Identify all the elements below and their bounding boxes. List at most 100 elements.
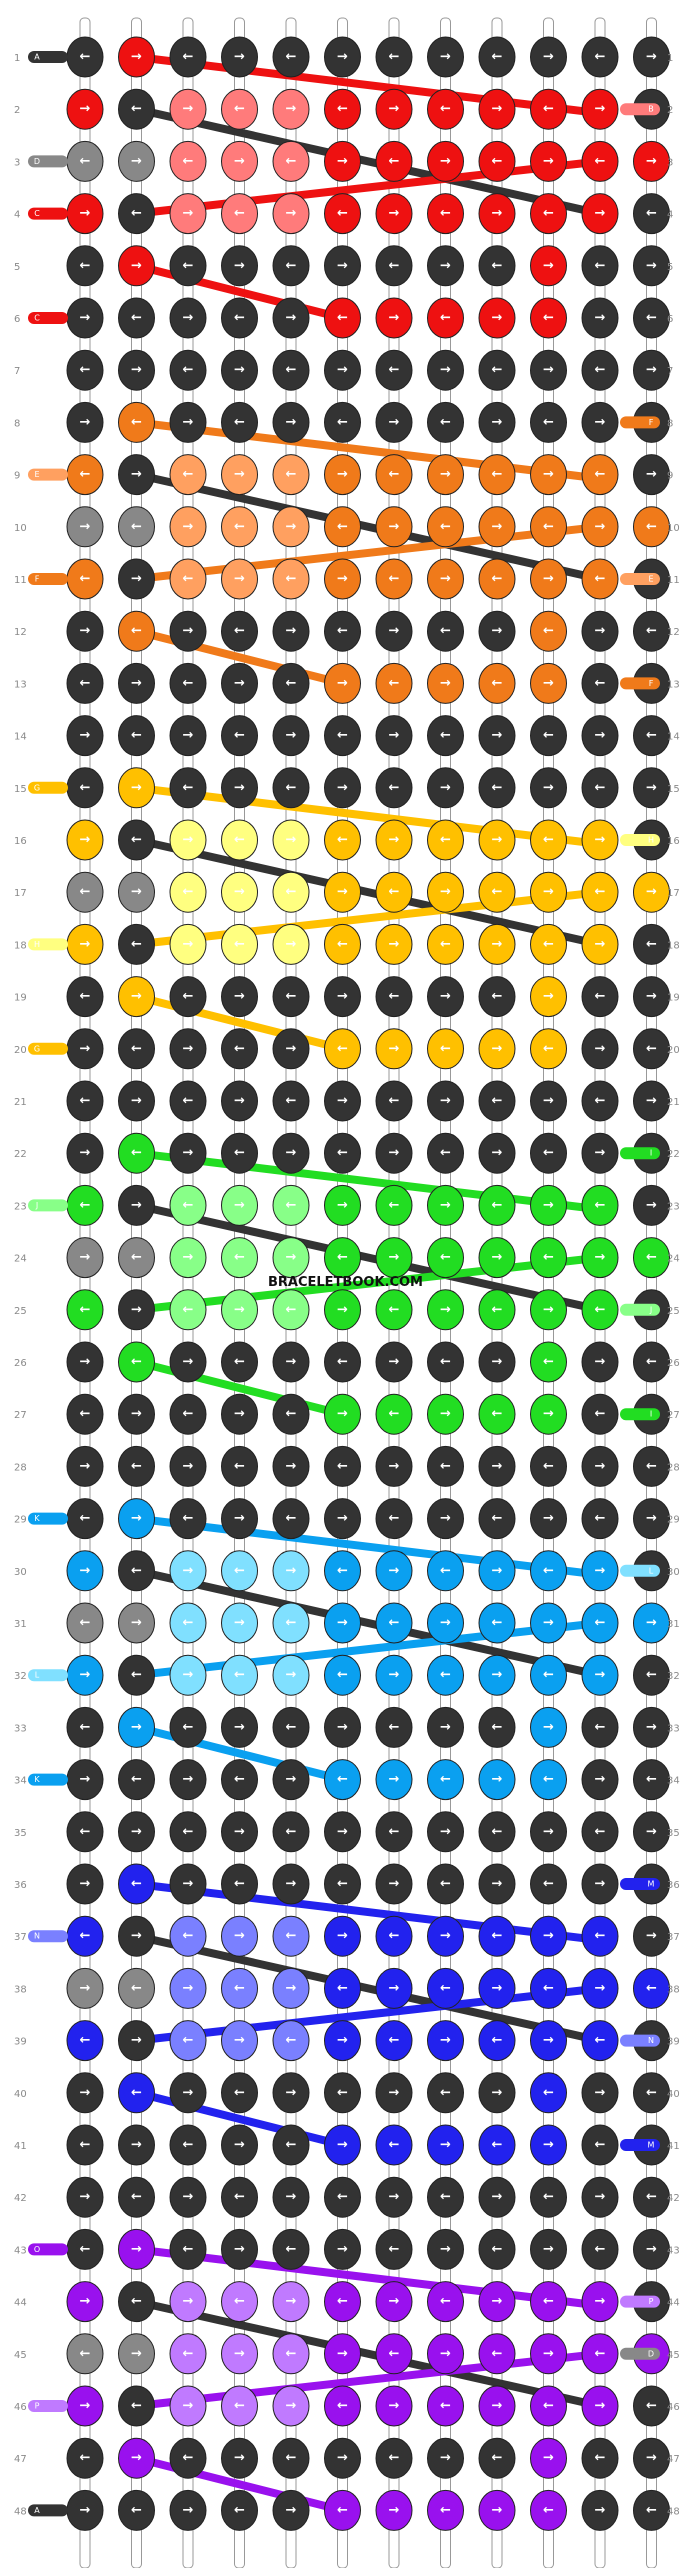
knot-body: [169, 454, 207, 496]
knot-body: [375, 819, 413, 861]
knot-arrow-icon: ←: [183, 154, 194, 169]
knot-arrow-icon: ←: [646, 1668, 657, 1683]
knot-arrow-icon: ←: [234, 2294, 245, 2309]
knot-body: [66, 1706, 104, 1748]
knot-body: [530, 558, 567, 600]
knot-arrow-icon: →: [286, 1459, 297, 1474]
row-number-right: 10: [667, 523, 680, 534]
knot-arrow-icon: ←: [80, 467, 91, 482]
knot-arrow-icon: →: [389, 624, 400, 639]
knot-arrow-icon: ←: [131, 2399, 142, 2414]
knot: ←: [272, 1289, 310, 1331]
knot: →: [478, 506, 516, 548]
knot-arrow-icon: ←: [234, 624, 245, 639]
knot: ←: [66, 2020, 104, 2062]
knot: ←: [478, 558, 516, 600]
knot-body: [427, 1445, 464, 1487]
knot: ←: [530, 1132, 567, 1174]
knot-body: [118, 1028, 155, 1070]
knot: ←: [375, 558, 413, 600]
knot-body: [324, 819, 361, 861]
diagonal-strand: [132, 888, 604, 949]
knot-arrow-icon: ←: [595, 1094, 606, 1109]
diagonal-strand: [132, 1358, 347, 1419]
knot-arrow-icon: →: [543, 1824, 554, 1839]
knot-arrow-icon: →: [337, 1198, 348, 1213]
knot: →: [221, 976, 258, 1018]
knot-arrow-icon: →: [389, 519, 400, 534]
knot: ←: [169, 1915, 207, 1957]
knot: ←: [530, 1445, 567, 1487]
knot-body: [375, 976, 413, 1018]
knot-body: [581, 1654, 619, 1696]
knot: →: [169, 923, 207, 965]
knot-arrow-icon: ←: [183, 2346, 194, 2361]
knot-arrow-icon: →: [492, 1772, 503, 1787]
knot: →: [324, 2333, 361, 2375]
knot: ←: [118, 1863, 155, 1905]
knot-body: [118, 349, 155, 391]
knot-body: [427, 2228, 464, 2270]
knot-body: [272, 1080, 310, 1122]
knot: →: [221, 1915, 258, 1957]
knot-arrow-icon: →: [234, 780, 245, 795]
row-number-left: 20: [14, 1045, 27, 1056]
knot-body: [324, 1289, 361, 1331]
knot-arrow-icon: →: [131, 50, 142, 65]
knot-arrow-icon: ←: [492, 467, 503, 482]
knot-arrow-icon: ←: [389, 1198, 400, 1213]
knot: →: [118, 1811, 155, 1853]
knot: →: [272, 610, 310, 652]
knot-arrow-icon: ←: [286, 50, 297, 65]
knot-arrow-icon: →: [389, 2190, 400, 2205]
knot: ←: [272, 1080, 310, 1122]
row-number-left: 39: [14, 2037, 27, 2048]
knot: →: [478, 297, 516, 339]
knot-arrow-icon: →: [440, 1094, 451, 1109]
knot-body: [581, 1184, 619, 1226]
knot: →: [221, 1811, 258, 1853]
knot-body: [169, 1393, 207, 1435]
knot-arrow-icon: →: [234, 1824, 245, 1839]
knot-body: [581, 401, 619, 443]
knot: →: [169, 1654, 207, 1696]
knot: ←: [118, 610, 155, 652]
knot: →: [633, 140, 670, 182]
knot: →: [221, 2228, 258, 2270]
knot: ←: [530, 297, 567, 339]
knot-body: [221, 767, 258, 809]
knot: ←: [169, 1498, 207, 1540]
knot: ←: [272, 454, 310, 496]
knot-arrow-icon: →: [595, 311, 606, 326]
knot: ←: [427, 610, 464, 652]
knot-body: [66, 2437, 104, 2479]
knot: →: [530, 454, 567, 496]
knot: ←: [581, 662, 619, 704]
knot-arrow-icon: ←: [337, 1772, 348, 1787]
knot-body: [633, 2385, 670, 2427]
row-number-right: 37: [667, 1932, 680, 1943]
knot-arrow-icon: →: [183, 833, 194, 848]
knot-body: [169, 1289, 207, 1331]
knot: →: [169, 1028, 207, 1070]
knot-body: [272, 1967, 310, 2009]
knot-body: [221, 2072, 258, 2114]
knot: ←: [272, 871, 310, 913]
knot: →: [581, 923, 619, 965]
knot: →: [169, 506, 207, 548]
knot: →: [118, 871, 155, 913]
knot-body: [581, 819, 619, 861]
knot-body: [272, 2437, 310, 2479]
knot-arrow-icon: ←: [80, 989, 91, 1004]
knot-body: [375, 2385, 413, 2427]
knot-body: [375, 1080, 413, 1122]
knot-body: [581, 2385, 619, 2427]
knot-arrow-icon: →: [543, 2346, 554, 2361]
knot: →: [169, 401, 207, 443]
knot-arrow-icon: ←: [337, 624, 348, 639]
knot: →: [118, 1289, 155, 1331]
knot-arrow-icon: →: [646, 363, 657, 378]
knot-body: [581, 245, 619, 287]
diagonal-strand: [132, 1880, 604, 1945]
knot-arrow-icon: →: [389, 2294, 400, 2309]
